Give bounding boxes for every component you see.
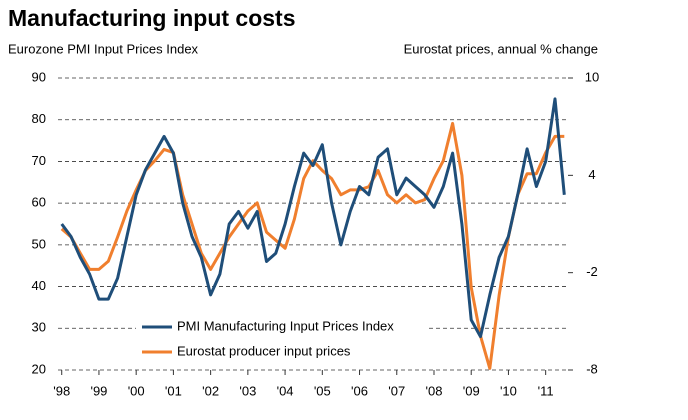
y-axis-title: Eurozone PMI Input Prices Index [8,41,199,56]
y2-tick-label: -8 [586,361,598,376]
y2-tick-label: 10 [585,69,599,84]
y-tick-label: 60 [32,195,46,210]
y-tick-label: 30 [32,320,46,335]
x-tick-label: '05 [314,383,331,398]
x-tick-label: '04 [277,383,294,398]
y2-tick-label: 4 [588,167,595,182]
y-tick-label: 40 [32,278,46,293]
y-tick-label: 80 [32,111,46,126]
y-tick-label: 70 [32,153,46,168]
y-tick-label: 50 [32,236,46,251]
x-tick-label: '02 [202,383,219,398]
x-tick-label: '03 [239,383,256,398]
legend-bg [136,316,426,338]
chart-title: Manufacturing input costs [8,5,296,31]
series-line [60,97,566,339]
x-tick-label: '11 [538,383,554,398]
y-tick-label: 90 [32,69,46,84]
x-tick-label: '06 [351,383,368,398]
legend-bg [136,341,381,363]
y2-axis-title: Eurostat prices, annual % change [404,41,598,56]
legend-label: PMI Manufacturing Input Prices Index [177,318,394,333]
x-tick-label: '98 [53,383,70,398]
x-tick-label: '09 [463,383,480,398]
x-tick-label: '01 [165,383,182,398]
y2-tick-label: -2 [586,264,598,279]
x-tick-label: '00 [128,383,145,398]
x-tick-label: '08 [426,383,443,398]
legend-label: Eurostat producer input prices [177,343,351,358]
x-tick-label: '10 [500,383,517,398]
y-tick-label: 20 [32,361,46,376]
x-tick-label: '99 [90,383,107,398]
x-tick-label: '07 [388,383,405,398]
